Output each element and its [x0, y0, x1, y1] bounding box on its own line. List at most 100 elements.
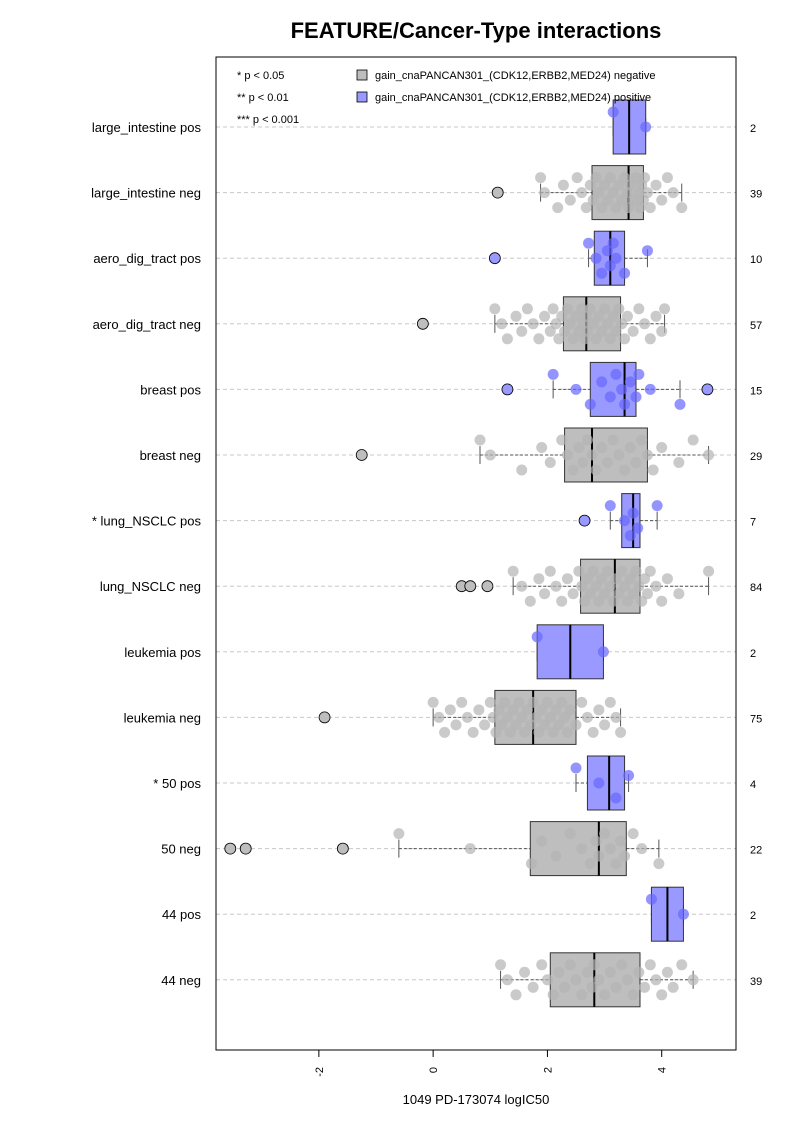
- data-point: [590, 580, 602, 592]
- data-point: [650, 580, 662, 592]
- data-point: [527, 318, 539, 330]
- data-point: [501, 974, 513, 986]
- data-point: [539, 588, 551, 600]
- group-count: 75: [750, 713, 762, 725]
- data-point: [531, 631, 543, 643]
- group-label: 44 neg: [161, 973, 201, 988]
- data-point: [673, 588, 685, 600]
- data-point: [567, 588, 579, 600]
- data-point: [561, 726, 573, 738]
- data-point: [607, 434, 619, 446]
- data-point: [456, 696, 468, 708]
- box-layer: [398, 99, 710, 1008]
- data-point: [590, 333, 602, 345]
- data-point: [624, 530, 636, 542]
- data-point: [513, 696, 525, 708]
- legend-entry-positive: gain_cnaPANCAN301_(CDK12,ERBB2,MED24) po…: [375, 92, 651, 104]
- data-point: [639, 318, 651, 330]
- data-point: [553, 966, 565, 978]
- data-point: [604, 966, 616, 978]
- data-point: [636, 595, 648, 607]
- data-point: [550, 850, 562, 862]
- data-point: [519, 726, 531, 738]
- group-labels: large_intestine pos large_intestine neg ae…: [91, 120, 201, 988]
- group-count: 29: [750, 451, 762, 463]
- data-point: [623, 770, 635, 781]
- data-point: [550, 580, 562, 592]
- group-count: 2: [750, 648, 756, 660]
- outlier-point: [464, 580, 477, 593]
- box: [564, 427, 648, 483]
- data-point: [593, 850, 605, 862]
- data-point: [653, 858, 665, 870]
- data-point: [583, 237, 595, 249]
- data-point: [676, 202, 688, 214]
- data-point: [624, 442, 636, 453]
- data-point: [533, 573, 545, 585]
- outlier-point: [491, 186, 504, 199]
- data-point: [619, 464, 631, 476]
- data-point: [464, 843, 476, 855]
- data-point: [644, 565, 656, 577]
- outlier-point: [336, 842, 349, 855]
- data-point: [619, 172, 631, 184]
- data-point: [584, 303, 596, 315]
- data-point: [516, 325, 528, 337]
- group-count: 84: [750, 582, 762, 594]
- data-point: [581, 966, 593, 978]
- group-label: aero_dig_tract neg: [93, 317, 201, 332]
- data-point: [596, 573, 608, 585]
- data-point: [530, 711, 542, 723]
- data-point: [536, 835, 548, 847]
- data-point: [613, 449, 625, 461]
- data-point: [604, 333, 616, 345]
- data-point: [610, 368, 622, 380]
- outlier-point: [355, 449, 368, 461]
- data-point: [393, 828, 405, 840]
- data-point: [607, 106, 619, 118]
- group-label: * lung_NSCLC pos: [92, 514, 202, 529]
- data-point: [656, 194, 668, 206]
- data-point: [547, 726, 559, 738]
- data-point: [619, 515, 631, 527]
- outlier-point: [701, 383, 714, 396]
- data-point: [641, 449, 653, 461]
- data-point: [677, 908, 689, 920]
- data-point: [556, 434, 568, 446]
- data-point: [539, 310, 551, 322]
- data-point: [544, 457, 556, 468]
- data-point: [613, 179, 625, 191]
- data-point: [573, 442, 585, 453]
- outlier-point: [224, 842, 237, 855]
- data-point: [521, 303, 533, 315]
- data-point: [527, 696, 539, 708]
- data-point: [581, 434, 593, 446]
- data-point: [599, 719, 611, 731]
- data-point: [559, 325, 571, 337]
- data-point: [630, 391, 642, 403]
- data-point: [661, 573, 673, 585]
- data-point: [541, 974, 553, 986]
- group-count: 2: [750, 123, 756, 135]
- data-point: [576, 989, 588, 1001]
- legend-entry-negative: gain_cnaPANCAN301_(CDK12,ERBB2,MED24) ne…: [375, 70, 655, 82]
- data-point: [596, 267, 608, 279]
- data-point: [656, 442, 668, 453]
- data-point: [656, 595, 668, 607]
- data-point: [487, 711, 499, 723]
- data-point: [564, 194, 576, 206]
- data-point: [593, 187, 605, 199]
- data-point: [547, 368, 559, 380]
- data-point: [444, 704, 456, 716]
- data-point: [644, 959, 656, 971]
- data-point: [616, 959, 628, 971]
- x-tick-label: 4: [657, 1067, 669, 1073]
- data-point: [596, 442, 608, 453]
- data-point: [525, 858, 537, 870]
- data-point: [576, 580, 588, 592]
- data-point: [556, 696, 568, 708]
- data-point: [524, 719, 536, 731]
- data-point: [533, 726, 545, 738]
- data-point: [564, 704, 576, 716]
- legend-significance-1: * p < 0.05: [237, 70, 284, 82]
